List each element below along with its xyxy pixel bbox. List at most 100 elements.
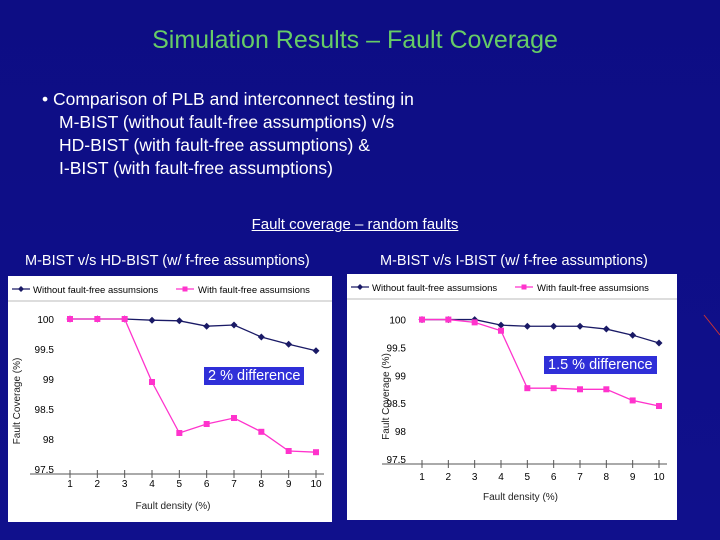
y-tick-label: 97.5 (387, 455, 407, 466)
y-axis-label: Fault Coverage (%) (381, 353, 392, 440)
legend-marker-with (521, 284, 527, 290)
data-point-with (471, 319, 478, 326)
data-point-with (629, 397, 636, 404)
data-point-without (602, 325, 610, 333)
chart-legend: Without fault-free assumsions With fault-… (351, 283, 649, 294)
y-tick-label: 98 (395, 427, 407, 438)
x-tick-label: 10 (653, 472, 665, 483)
data-point-with (176, 430, 183, 436)
data-point-without (257, 333, 265, 341)
y-tick-label: 99 (43, 375, 55, 386)
x-axis-label: Fault density (%) (483, 492, 558, 503)
x-tick-label: 5 (525, 472, 531, 483)
data-point-with (67, 316, 73, 322)
data-point-without (576, 322, 584, 330)
data-point-with (419, 316, 425, 323)
data-point-without (550, 322, 558, 330)
bullet-line: I-BIST (with fault-free assumptions) (59, 158, 333, 178)
y-tick-label: 98.5 (35, 405, 55, 416)
x-tick-label: 10 (310, 479, 322, 490)
y-tick-label: 99.5 (387, 343, 407, 354)
data-point-with (550, 385, 557, 392)
y-tick-label: 100 (37, 315, 54, 326)
section-subheading: Fault coverage – random faults (251, 216, 459, 233)
data-point-with (445, 316, 452, 323)
legend-marker-without (357, 284, 363, 290)
y-tick-label: 99 (395, 371, 407, 382)
data-point-without (523, 322, 531, 330)
x-tick-label: 1 (67, 479, 73, 490)
legend-label-without: Without fault-free assumsions (372, 283, 497, 294)
decorative-stroke (703, 314, 720, 336)
right-difference-callout: 1.5 % difference (543, 355, 658, 375)
left-difference-callout: 2 % difference (203, 366, 306, 386)
x-tick-label: 2 (95, 479, 101, 490)
data-point-without (203, 322, 211, 330)
data-point-with (258, 428, 265, 435)
left-chart: Without fault-free assumsions With fault-… (8, 285, 332, 512)
right-chart-title: M-BIST v/s I-BIST (w/ f-free assumptions… (380, 253, 648, 269)
chart-legend: Without fault-free assumsions With fault-… (12, 285, 310, 296)
left-chart-title: M-BIST v/s HD-BIST (w/ f-free assumption… (25, 253, 310, 269)
data-point-with (524, 385, 531, 392)
x-tick-label: 3 (472, 472, 478, 483)
data-point-with (121, 316, 128, 322)
data-point-without (312, 347, 320, 355)
data-point-without (655, 339, 663, 347)
data-point-with (498, 327, 504, 334)
y-tick-label: 98 (43, 435, 55, 446)
data-point-without (285, 340, 293, 348)
legend-label-without: Without fault-free assumsions (33, 285, 158, 296)
x-tick-label: 6 (551, 472, 557, 483)
x-tick-label: 6 (204, 479, 210, 490)
series-line-with (70, 318, 317, 453)
x-tick-label: 4 (498, 472, 504, 483)
x-tick-label: 9 (630, 472, 636, 483)
x-tick-label: 2 (446, 472, 452, 483)
data-point-without (497, 321, 505, 329)
data-point-with (203, 421, 210, 427)
data-point-with (313, 449, 319, 456)
right-chart-panel: Without fault-free assumsions With fault-… (347, 274, 677, 520)
y-axis-label: Fault Coverage (%) (12, 358, 23, 445)
data-point-without (629, 331, 637, 339)
x-tick-label: 8 (604, 472, 610, 483)
data-point-without (230, 321, 238, 329)
x-tick-label: 3 (122, 479, 128, 490)
series-line-without (70, 318, 317, 352)
data-point-with (231, 415, 237, 421)
y-tick-label: 98.5 (387, 399, 407, 410)
data-point-with (577, 386, 583, 393)
data-point-without (148, 316, 156, 324)
x-tick-label: 7 (577, 472, 583, 483)
y-tick-label: 97.5 (35, 465, 55, 476)
right-chart: Without fault-free assumsions With fault-… (347, 283, 677, 503)
left-chart-panel: Without fault-free assumsions With fault-… (8, 276, 332, 522)
data-point-with (603, 386, 610, 393)
series-line-without (422, 318, 660, 344)
legend-label-with: With fault-free assumsions (537, 283, 649, 294)
x-tick-label: 9 (286, 479, 292, 490)
data-point-with (656, 403, 662, 410)
data-point-without (175, 317, 183, 325)
y-tick-label: 100 (389, 316, 406, 327)
x-tick-label: 4 (149, 479, 155, 490)
bullet-line: M-BIST (without fault-free assumptions) … (59, 112, 395, 132)
data-point-with (94, 316, 101, 322)
legend-label-with: With fault-free assumsions (198, 285, 310, 296)
x-tick-label: 5 (177, 479, 183, 490)
data-point-with (149, 379, 155, 385)
series-line-with (422, 318, 660, 407)
bullet-line: • Comparison of PLB and interconnect tes… (42, 89, 414, 109)
y-tick-label: 99.5 (35, 345, 55, 356)
x-tick-label: 8 (259, 479, 265, 490)
x-tick-label: 7 (231, 479, 237, 490)
bullet-line: HD-BIST (with fault-free assumptions) & (59, 135, 370, 155)
x-tick-label: 1 (419, 472, 425, 483)
legend-marker-with (182, 286, 188, 292)
x-axis-label: Fault density (%) (135, 501, 210, 512)
legend-marker-without (18, 286, 24, 292)
slide-title: Simulation Results – Fault Coverage (152, 26, 558, 54)
bullet-text: • Comparison of PLB and interconnect tes… (42, 88, 414, 180)
data-point-with (285, 448, 292, 454)
